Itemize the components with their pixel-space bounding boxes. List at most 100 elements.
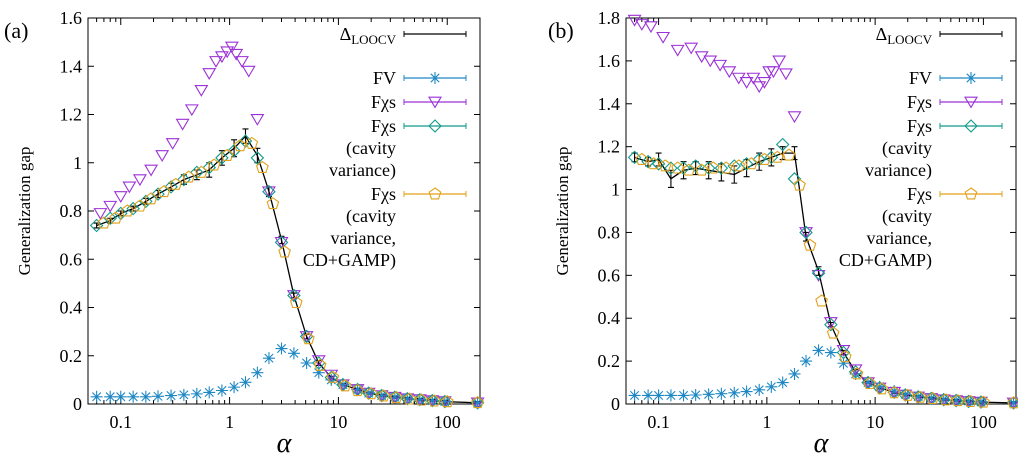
- data-point: [377, 389, 390, 402]
- data-point: [194, 85, 209, 97]
- data-point: [165, 138, 180, 150]
- data-point: [177, 388, 190, 401]
- data-point: [732, 159, 746, 172]
- data-point: [951, 394, 965, 407]
- legend-label: FV: [373, 68, 396, 88]
- chart-panel-b: 0 0.2 0.4 0.6 0.8 1 1.2 1.4 1.6 1.8 0.1 1 10 100 α Gene…: [548, 8, 1018, 459]
- data-point: [471, 396, 484, 409]
- data-point: [300, 356, 313, 369]
- data-point: [1007, 396, 1018, 409]
- data-point: [837, 357, 850, 370]
- data-point: [848, 364, 863, 377]
- data-point: [1006, 397, 1018, 410]
- legend-label: variance,: [331, 228, 396, 248]
- y-tick-label: 1: [73, 153, 82, 173]
- data-point: [642, 389, 655, 402]
- data-point: [427, 394, 441, 407]
- data-point: [207, 158, 221, 171]
- legend-label: CD+GAMP): [839, 250, 932, 271]
- chart-panel-a: 0 0.2 0.4 0.6 0.8 1 1.2 1.4 1.6 0.1 1 10 100 α General…: [4, 8, 485, 459]
- data-point: [898, 388, 913, 402]
- data-point: [241, 65, 256, 78]
- data-point: [144, 164, 159, 177]
- data-point: [388, 391, 401, 404]
- legend-label: ΔLOOCV: [340, 24, 397, 47]
- data-point: [245, 136, 259, 149]
- data-point: [887, 386, 901, 399]
- y-tick-label: 0.2: [60, 346, 83, 366]
- data-point: [861, 377, 876, 390]
- data-point: [682, 163, 696, 176]
- y-tick-label: 1.2: [598, 137, 621, 157]
- data-point: [190, 165, 204, 180]
- legend-label-sub: LOOCV: [351, 32, 396, 47]
- data-point: [739, 76, 754, 89]
- legend-marker: [964, 96, 978, 109]
- data-point: [239, 376, 252, 389]
- data-point: [103, 200, 118, 213]
- data-point: [772, 55, 787, 68]
- y-tick-label: 1.4: [60, 56, 83, 76]
- legend: ΔLOOCVFVFχsFχs(cavityvariance)Fχs(cavity…: [839, 24, 1003, 271]
- x-tick-label: 10: [866, 412, 884, 432]
- data-point: [175, 118, 190, 131]
- legend-label: FV: [909, 68, 932, 88]
- y-tick-label: 0.8: [598, 222, 621, 242]
- data-point: [233, 139, 247, 152]
- data-point: [351, 383, 364, 396]
- data-point: [440, 395, 454, 408]
- data-point: [209, 56, 223, 68]
- data-point: [401, 392, 414, 405]
- data-point: [139, 194, 153, 209]
- data-point: [775, 137, 790, 152]
- data-point: [190, 387, 203, 400]
- data-point: [302, 332, 315, 345]
- data-point: [752, 81, 767, 94]
- data-point: [803, 238, 817, 251]
- data-point: [950, 394, 963, 407]
- data-point: [400, 391, 415, 406]
- data-point: [251, 366, 264, 379]
- data-point: [470, 397, 485, 410]
- data-point: [850, 367, 864, 380]
- data-point: [762, 66, 777, 79]
- data-point: [312, 366, 325, 379]
- legend-entry-loocv: ΔLOOCV: [340, 24, 467, 47]
- data-point: [262, 352, 275, 365]
- data-point: [182, 170, 195, 183]
- data-point: [169, 177, 183, 190]
- panel-label: (b): [548, 18, 574, 43]
- data-point: [684, 42, 699, 55]
- legend-marker: [964, 187, 978, 200]
- data-point: [89, 218, 104, 233]
- x-tick-label: 1: [762, 412, 771, 432]
- legend-marker: [964, 119, 978, 133]
- data-point: [229, 48, 244, 61]
- data-point: [164, 180, 178, 194]
- series-fv: [90, 342, 484, 409]
- legend-label: (cavity: [882, 206, 932, 227]
- data-point: [286, 290, 301, 302]
- data-point: [677, 389, 690, 402]
- data-point: [875, 382, 889, 395]
- data-point: [266, 197, 280, 210]
- y-tick-label: 0.8: [60, 201, 83, 221]
- data-point: [739, 157, 754, 171]
- panel-label: (a): [4, 18, 28, 43]
- y-tick-label: 0: [611, 394, 620, 414]
- data-point: [702, 388, 715, 401]
- data-point: [121, 204, 134, 217]
- data-point: [103, 211, 117, 226]
- x-tick-label: 100: [434, 412, 461, 432]
- data-point: [152, 390, 165, 403]
- data-point: [364, 387, 378, 400]
- data-point: [765, 380, 778, 393]
- data-point: [471, 396, 484, 409]
- data-point: [771, 150, 784, 163]
- data-point: [262, 184, 276, 199]
- data-point: [287, 347, 300, 360]
- plot-frame: [625, 17, 1017, 405]
- data-point: [313, 358, 327, 371]
